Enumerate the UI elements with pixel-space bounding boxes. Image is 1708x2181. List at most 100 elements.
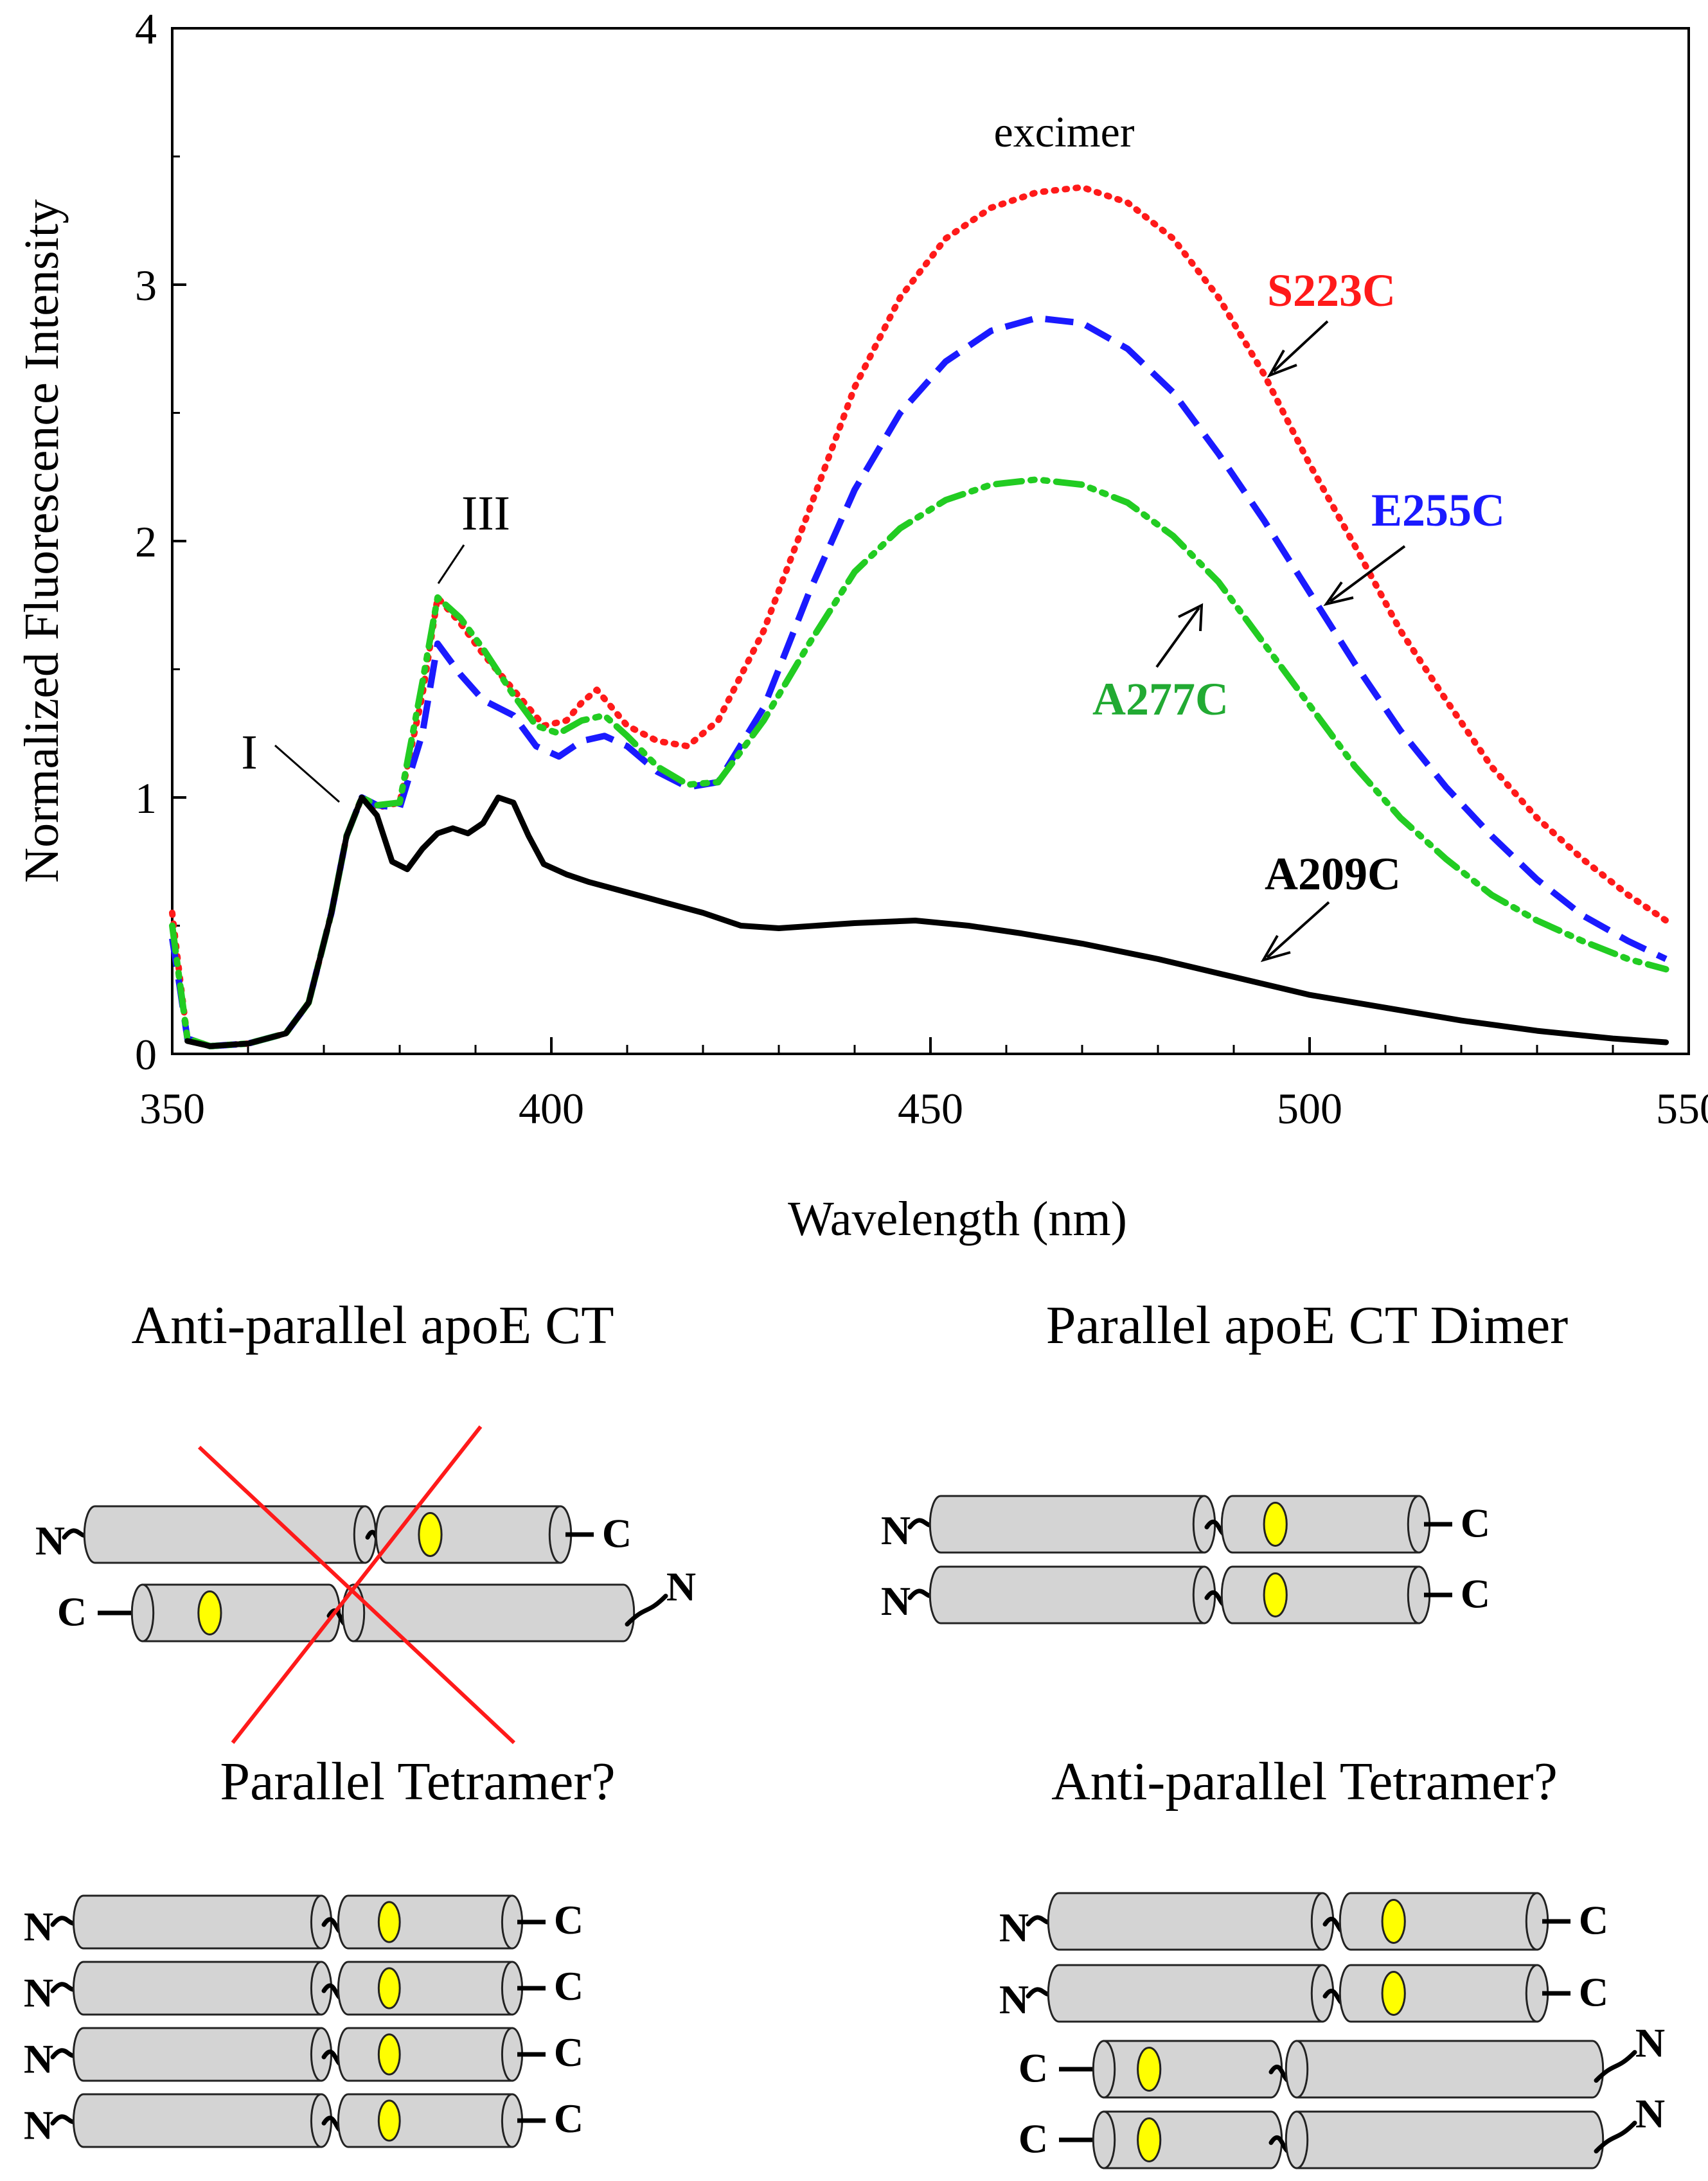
x-tick-label: 500 [1277, 1084, 1342, 1133]
y-tick-label: 1 [135, 774, 157, 823]
probe-marker [1381, 1971, 1406, 2016]
series-label-e255c: E255C [1371, 485, 1505, 536]
probe-marker [377, 1901, 401, 1943]
helix-cap [130, 1583, 155, 1642]
terminal-c-label: C [602, 1510, 632, 1556]
title-parallel-tetramer: Parallel Tetramer? [220, 1752, 615, 1812]
linker-strand [1594, 2121, 1637, 2154]
terminal-n-label: N [881, 1578, 911, 1624]
series-layer [169, 184, 1669, 1049]
y-axis-label: Normalized Fluorescence Intensity [15, 199, 69, 883]
x-tick-label: 450 [898, 1084, 963, 1133]
terminal-n-label: N [24, 1970, 53, 2016]
terminal-n-label: N [1635, 2020, 1665, 2066]
terminal-c-label: C [1579, 1969, 1608, 2015]
fluorescence-chart: 0 1 2 3 4 350 400 450 500 550 Wavelength (nm) No… [15, 4, 1708, 1246]
probe-marker [1381, 1899, 1406, 1944]
terminal-c-label: C [1579, 1897, 1608, 1943]
probe-marker [377, 2099, 401, 2142]
cross-line-1 [197, 1445, 516, 1745]
title-antiparallel-ct: Anti-parallel apoE CT [131, 1295, 614, 1355]
terminal-n-label: N [1635, 2091, 1665, 2137]
helix-body [1103, 2110, 1283, 2169]
series-label-a209c: A209C [1265, 848, 1401, 900]
x-axis-label: Wavelength (nm) [788, 1192, 1127, 1246]
series-line-e255c [169, 314, 1668, 1049]
helix-body [1339, 1964, 1538, 2023]
cross-mark [197, 1425, 516, 1745]
helix-body [72, 2093, 323, 2148]
series-label-arrows [1155, 320, 1406, 963]
helix-body [375, 1505, 562, 1564]
terminal-c-label: C [1019, 2115, 1048, 2161]
y-tick-label: 4 [135, 4, 157, 53]
arrow-s223c-head [1267, 350, 1297, 378]
arrow-a209c [1266, 901, 1330, 959]
y-tick-label: 3 [135, 261, 157, 310]
helix-row-antiparallel: CN [1019, 2020, 1665, 2099]
y-tick-label: 2 [135, 517, 157, 566]
y-axis-ticks: 0 1 2 3 4 [135, 4, 186, 1079]
helix-body [72, 2027, 323, 2082]
helix-body [337, 2027, 513, 2082]
helix-body [1103, 2040, 1283, 2099]
terminal-c-label: C [554, 2096, 583, 2141]
x-tick-label: 550 [1656, 1084, 1708, 1133]
helix-diagrams: Anti-parallel apoE CT Parallel apoE CT D… [24, 1295, 1665, 2169]
probe-marker [1137, 2047, 1162, 2092]
terminal-n-label: N [24, 2103, 53, 2148]
helix-cap [1092, 2110, 1116, 2169]
terminal-n-label: N [24, 2036, 53, 2082]
helix-body [929, 1495, 1205, 1554]
arrow-s223c [1272, 320, 1329, 373]
helix-row-antiparallel: CN [57, 1564, 696, 1642]
terminal-n-label: N [666, 1564, 696, 1610]
series-line-s223c [169, 184, 1669, 1049]
linker-strand [1594, 2050, 1637, 2083]
helix-cap [1285, 2110, 1309, 2169]
probe-marker [1263, 1502, 1288, 1547]
helix-row-antiparallel: CN [1019, 2091, 1665, 2169]
arrow-e255c [1329, 545, 1406, 603]
arrow-a209c-head [1260, 934, 1291, 963]
series-label-s223c: S223C [1267, 265, 1396, 316]
series-label-a277c: A277C [1092, 673, 1229, 725]
helix-body [337, 2093, 513, 2148]
probe-marker [377, 2033, 401, 2076]
terminal-n-label: N [35, 1518, 65, 1563]
helix-body [72, 1894, 323, 1950]
probe-marker [418, 1512, 443, 1557]
helix-body [72, 1961, 323, 2016]
probe-marker [377, 1967, 401, 2009]
y-tick-label: 0 [135, 1030, 157, 1079]
helix-body [141, 1583, 341, 1642]
arrow-e255c-head [1323, 581, 1354, 607]
probe-marker [1263, 1572, 1288, 1617]
helix-cap [1285, 2040, 1309, 2099]
series-line-a277c [169, 476, 1669, 1049]
annotation-peak-i: I [241, 726, 257, 779]
helix-cap [1092, 2040, 1116, 2099]
cross-line-2 [231, 1425, 483, 1744]
helix-body [1220, 1495, 1420, 1554]
helix-body [337, 1894, 513, 1950]
plot-area-frame [171, 27, 1690, 1055]
helix-body [83, 1505, 366, 1564]
helix-body [1047, 1892, 1324, 1951]
x-axis-ticks: 350 400 450 500 550 [139, 1037, 1708, 1133]
title-parallel-dimer: Parallel apoE CT Dimer [1046, 1295, 1569, 1355]
terminal-n-label: N [999, 1977, 1029, 2022]
helix-body [337, 1961, 513, 2016]
helix-body [1339, 1892, 1538, 1951]
x-tick-label: 400 [519, 1084, 584, 1133]
helix-body [1295, 2110, 1605, 2169]
helix-body [1220, 1565, 1420, 1625]
annotation-excimer: excimer [994, 107, 1135, 156]
terminal-c-label: C [1019, 2045, 1048, 2090]
